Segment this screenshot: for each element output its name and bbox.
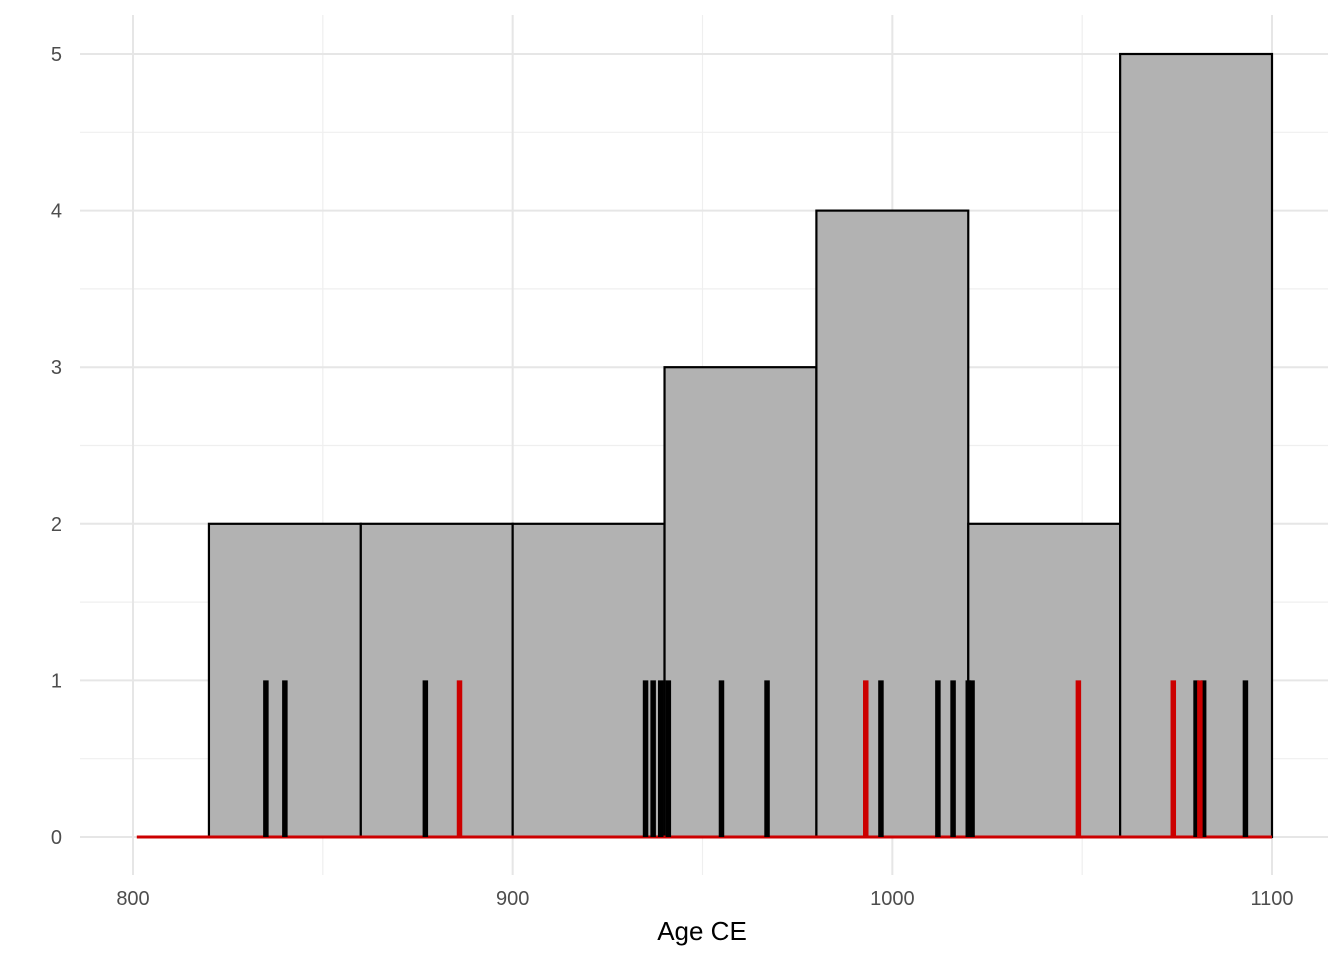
x-axis-title: Age CE — [657, 916, 747, 946]
y-tick-label: 2 — [51, 514, 62, 536]
histogram-bar-3 — [511, 522, 666, 839]
x-axis-ticks: 800 900 1000 1100 — [116, 888, 1293, 910]
y-tick-label: 4 — [51, 201, 62, 223]
y-tick-label: 5 — [51, 44, 62, 66]
histogram-bar-6 — [967, 522, 1122, 839]
histogram-bar-4 — [663, 366, 818, 839]
y-tick-label: 1 — [51, 670, 62, 692]
x-tick-label: 1100 — [1250, 888, 1293, 910]
event-lines — [263, 680, 1249, 837]
x-tick-label: 800 — [116, 888, 149, 910]
histogram-bar-2 — [359, 522, 514, 839]
x-tick-label: 900 — [496, 888, 529, 910]
histogram-bar-5 — [815, 209, 970, 839]
x-tick-label: 1000 — [870, 888, 915, 910]
y-axis-ticks: 0 1 2 3 4 5 — [51, 44, 62, 849]
y-tick-label: 3 — [51, 357, 62, 379]
y-tick-label: 0 — [51, 827, 62, 849]
